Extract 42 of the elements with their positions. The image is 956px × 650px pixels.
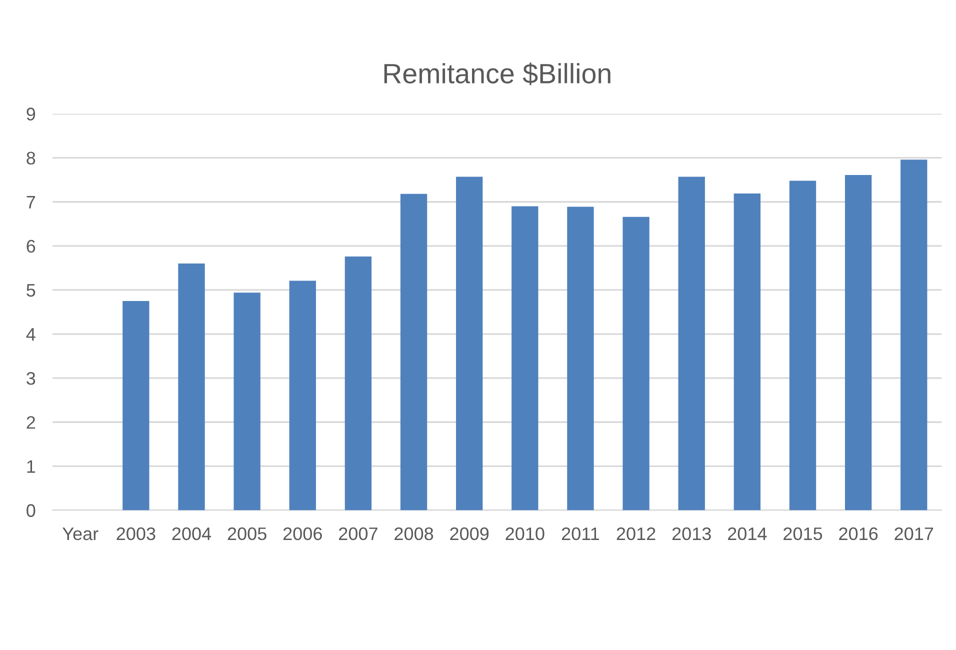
y-tick-label: 5 xyxy=(26,284,36,297)
x-tick-label: 2008 xyxy=(394,527,434,540)
x-tick-label: Year xyxy=(62,528,98,540)
x-tick-label: 2012 xyxy=(616,527,656,540)
x-tick-label: 2005 xyxy=(228,527,266,540)
y-tick-label: 3 xyxy=(26,372,36,385)
x-tick-label: 2017 xyxy=(894,527,934,540)
y-tick-label: 8 xyxy=(26,152,36,165)
y-tick-label: 9 xyxy=(26,108,36,120)
x-tick-label: 2006 xyxy=(283,527,322,540)
y-tick-label: 4 xyxy=(26,328,36,341)
bar xyxy=(344,256,372,510)
bar xyxy=(512,206,538,510)
bar xyxy=(844,174,872,510)
x-tick-label: 2015 xyxy=(784,527,822,540)
x-tick-label: 2003 xyxy=(116,527,156,540)
x-tick-label: 2010 xyxy=(506,527,544,540)
y-tick-label: 1 xyxy=(27,460,36,473)
x-tick-label: 2009 xyxy=(450,527,489,540)
bar xyxy=(734,193,761,510)
bar xyxy=(122,300,150,510)
y-tick-label: 6 xyxy=(26,240,36,253)
bar xyxy=(456,176,483,510)
x-tick-label: 2007 xyxy=(339,527,378,540)
bar xyxy=(178,264,205,510)
y-tick-label: 7 xyxy=(26,196,36,208)
x-tick-label: 2004 xyxy=(172,527,212,540)
bar xyxy=(900,160,928,510)
bar xyxy=(400,194,428,510)
bar xyxy=(789,180,816,510)
x-tick-label: 2016 xyxy=(839,527,878,540)
y-tick-label: 2 xyxy=(26,416,36,429)
bar xyxy=(289,280,316,510)
x-tick-label: 2011 xyxy=(562,527,600,540)
bar xyxy=(622,216,650,510)
bar xyxy=(567,206,594,510)
bar xyxy=(678,176,705,510)
x-tick-label: 2014 xyxy=(728,527,767,540)
x-tick-label: 2013 xyxy=(672,527,711,540)
y-tick-label: 0 xyxy=(26,504,36,517)
chart-title: Remitance $Billion xyxy=(384,62,610,86)
bar xyxy=(234,292,260,510)
